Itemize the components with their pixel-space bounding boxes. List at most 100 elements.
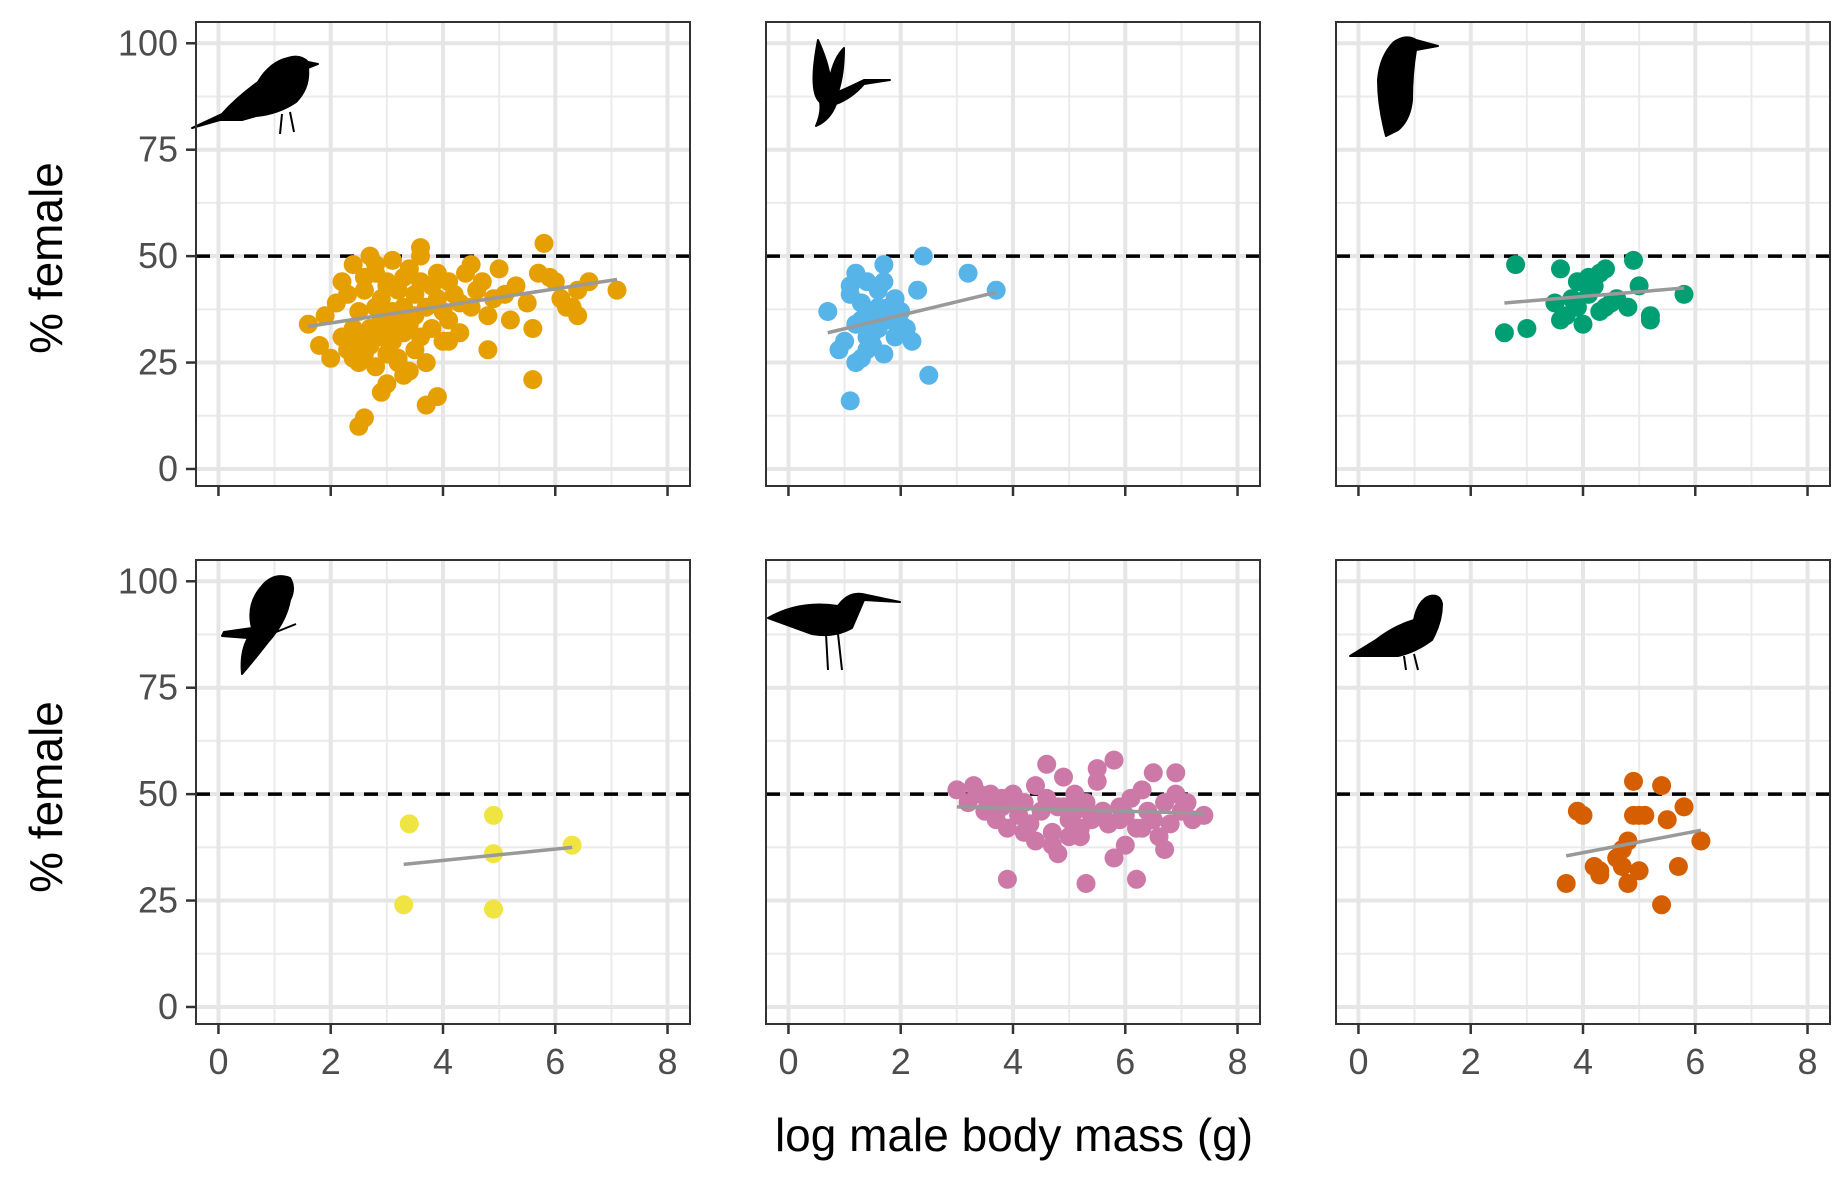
data-points bbox=[1556, 771, 1711, 915]
data-point bbox=[1494, 323, 1514, 343]
data-point bbox=[1596, 259, 1615, 279]
data-point bbox=[484, 805, 503, 825]
data-point bbox=[439, 310, 459, 330]
data-point bbox=[315, 306, 335, 326]
data-point bbox=[399, 259, 419, 279]
panel-r1-c3 bbox=[1335, 21, 1831, 496]
data-point bbox=[562, 297, 582, 317]
grid bbox=[196, 22, 690, 486]
data-point bbox=[1026, 831, 1045, 851]
data-point bbox=[1691, 831, 1711, 851]
data-point bbox=[1596, 297, 1615, 317]
data-points bbox=[947, 750, 1214, 893]
data-point bbox=[997, 869, 1017, 889]
y-tick-label: 50 bbox=[138, 235, 178, 276]
x-tick-label: 0 bbox=[208, 1041, 228, 1082]
data-point bbox=[874, 344, 894, 364]
data-point bbox=[1624, 250, 1643, 270]
grid bbox=[196, 560, 690, 1024]
data-point bbox=[874, 272, 894, 292]
data-point bbox=[534, 233, 554, 253]
panel-r2-c2: 0 2 4 6 8 bbox=[765, 559, 1261, 1082]
data-point bbox=[1590, 861, 1610, 881]
data-point bbox=[1567, 297, 1587, 317]
data-point bbox=[1177, 793, 1197, 813]
x-tick-label: 2 bbox=[891, 1041, 911, 1082]
data-point bbox=[343, 255, 363, 275]
data-point bbox=[835, 331, 855, 351]
data-point bbox=[891, 314, 911, 334]
data-point bbox=[1127, 869, 1146, 889]
panel-r1-c1: 0 25 50 75 100 bbox=[118, 21, 691, 496]
x-tick-label: 6 bbox=[1685, 1041, 1705, 1082]
data-point bbox=[1618, 297, 1638, 317]
data-point bbox=[919, 365, 939, 385]
data-point bbox=[1155, 840, 1175, 859]
data-point bbox=[840, 276, 860, 296]
data-points bbox=[394, 805, 582, 919]
data-point bbox=[383, 250, 402, 270]
x-tick-label: 4 bbox=[1573, 1041, 1593, 1082]
parrot-silhouette-icon bbox=[221, 575, 297, 675]
data-point bbox=[997, 818, 1017, 838]
data-point bbox=[338, 284, 358, 304]
data-point bbox=[517, 293, 537, 313]
data-point bbox=[1652, 776, 1672, 796]
data-point bbox=[1668, 857, 1688, 876]
woodpecker-silhouette-icon bbox=[1377, 36, 1439, 137]
x-tick-label: 6 bbox=[1115, 1041, 1135, 1082]
data-point bbox=[1573, 805, 1593, 825]
data-point bbox=[1194, 805, 1214, 825]
data-point bbox=[818, 302, 838, 321]
data-point bbox=[1132, 780, 1152, 800]
x-tick-label: 4 bbox=[433, 1041, 453, 1082]
y-tick-label: 25 bbox=[138, 342, 178, 383]
data-point bbox=[343, 348, 363, 368]
pigeon-silhouette-icon bbox=[1349, 594, 1443, 671]
data-point bbox=[489, 259, 509, 279]
data-point bbox=[394, 895, 414, 915]
data-point bbox=[321, 348, 341, 368]
x-tick-label: 8 bbox=[1798, 1041, 1818, 1082]
data-point bbox=[579, 272, 599, 292]
x-tick-label: 0 bbox=[778, 1041, 798, 1082]
data-point bbox=[540, 267, 560, 287]
trend-line bbox=[308, 277, 618, 329]
data-point bbox=[1556, 874, 1576, 893]
data-point bbox=[523, 370, 543, 390]
data-point bbox=[484, 899, 503, 919]
data-point bbox=[427, 387, 447, 407]
data-point bbox=[366, 255, 386, 275]
songbird-silhouette-icon bbox=[191, 55, 319, 135]
data-point bbox=[1054, 797, 1073, 817]
y-tick-label: 25 bbox=[138, 880, 178, 921]
data-point bbox=[1629, 861, 1649, 881]
x-tick-label: 8 bbox=[658, 1041, 678, 1082]
data-point bbox=[461, 255, 481, 275]
data-point bbox=[1115, 835, 1135, 855]
data-point bbox=[1132, 818, 1152, 838]
x-tick-label: 2 bbox=[1461, 1041, 1481, 1082]
data-point bbox=[1104, 750, 1124, 770]
y-tick-label: 0 bbox=[158, 448, 178, 489]
data-point bbox=[1076, 874, 1096, 893]
panel-r2-c3: 0 2 4 6 8 bbox=[1335, 559, 1831, 1082]
data-point bbox=[523, 319, 543, 338]
data-point bbox=[857, 340, 877, 360]
data-point bbox=[377, 272, 397, 292]
data-point bbox=[394, 365, 414, 385]
panel-r2-c1: 0 25 50 75 100 0 2 4 6 8 bbox=[118, 559, 691, 1082]
data-point bbox=[1612, 857, 1632, 876]
y-tick-label: 100 bbox=[118, 22, 178, 63]
data-point bbox=[1037, 754, 1057, 774]
panels: 0 25 50 75 100 0 25 50 75 100 0 2 4 6 8 0 2 4 6 8 0 2 4 6 8 bbox=[118, 21, 1831, 1082]
data-point bbox=[478, 306, 498, 326]
data-point bbox=[1087, 771, 1107, 791]
songbird-silhouette-icon-shape bbox=[191, 55, 319, 135]
y-tick-label: 50 bbox=[138, 773, 178, 814]
trend-line bbox=[403, 845, 573, 867]
hummingbird-silhouette-icon bbox=[812, 39, 891, 127]
panel-r1-c2 bbox=[765, 21, 1261, 496]
data-point bbox=[366, 357, 386, 377]
data-point bbox=[1054, 767, 1073, 787]
